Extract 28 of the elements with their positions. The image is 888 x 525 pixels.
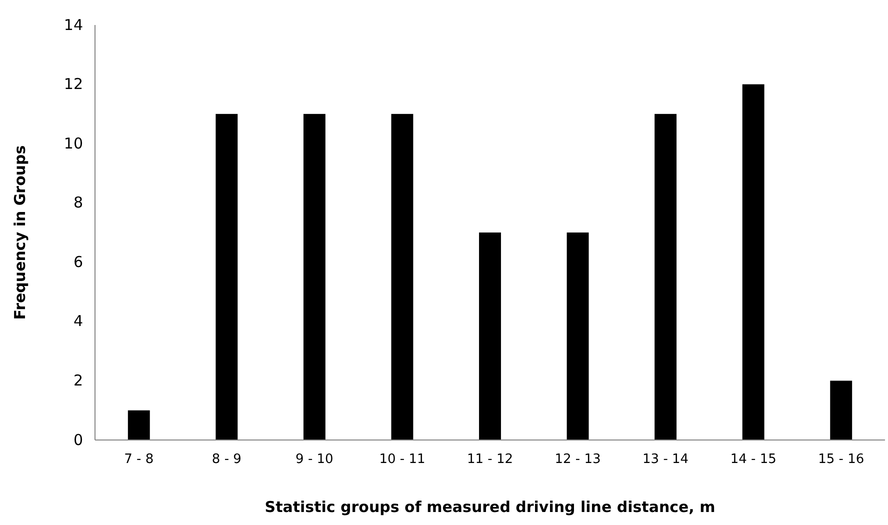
y-tick-label: 2	[73, 372, 83, 390]
x-tick-label: 15 - 16	[818, 452, 864, 468]
y-tick-label: 0	[73, 430, 83, 449]
bar	[479, 232, 501, 440]
x-tick-label: 8 - 9	[212, 452, 242, 468]
x-tick-label: 14 - 15	[730, 452, 776, 468]
bar	[654, 114, 677, 440]
x-tick-label: 11 - 12	[466, 452, 514, 468]
y-tick-label: 12	[64, 75, 83, 94]
x-axis-title: Statistic groups of measured driving line distance, m	[264, 498, 716, 516]
bar	[216, 114, 238, 440]
x-tick-label: 10 - 11	[379, 452, 426, 468]
y-tick-label: 6	[73, 252, 83, 271]
y-axis-title: Frequency in Groups	[11, 145, 29, 320]
bar	[128, 410, 150, 440]
bar	[830, 380, 852, 440]
y-tick-label: 14	[64, 16, 83, 34]
x-tick-label: 12 - 13	[554, 452, 601, 468]
y-tick-label: 4	[73, 312, 83, 330]
bar	[742, 84, 764, 440]
x-tick-label: 7 - 8	[124, 452, 154, 468]
y-tick-label: 8	[73, 194, 83, 212]
x-tick-label: 9 - 10	[296, 452, 334, 468]
bar	[303, 114, 326, 440]
bar	[566, 232, 589, 440]
bar	[391, 114, 414, 440]
y-tick-label: 10	[64, 134, 83, 152]
x-tick-label: 13 - 14	[642, 452, 689, 468]
